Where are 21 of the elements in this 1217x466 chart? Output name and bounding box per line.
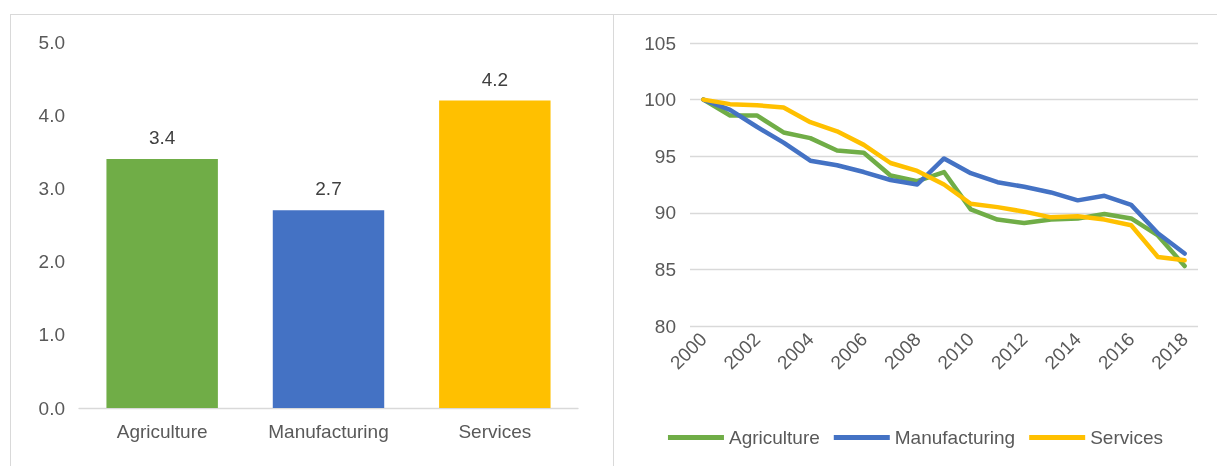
bar [106,159,218,408]
y-tick-label: 3.0 [38,177,65,199]
y-tick-label: 80 [654,315,676,337]
y-tick-label: 105 [644,32,676,54]
y-tick-label: 100 [644,89,676,111]
bar [439,100,551,408]
data-label: 3.4 [148,127,176,149]
y-tick-label: 1.0 [38,324,65,346]
y-tick-label: 90 [654,202,676,224]
y-tick-label: 95 [654,145,676,167]
data-label: 4.2 [481,68,509,90]
x-tick-label: Agriculture [116,421,208,442]
y-tick-label: 0.0 [38,397,65,419]
data-label: 2.7 [315,178,342,200]
y-tick-label: 4.0 [38,104,65,126]
y-tick-label: 2.0 [38,251,65,273]
x-tick-label: Services [458,421,532,442]
y-tick-label: 85 [654,258,676,280]
bar [272,210,385,408]
y-tick-label: 5.0 [38,31,65,53]
x-tick-label: Manufacturing [268,421,389,442]
